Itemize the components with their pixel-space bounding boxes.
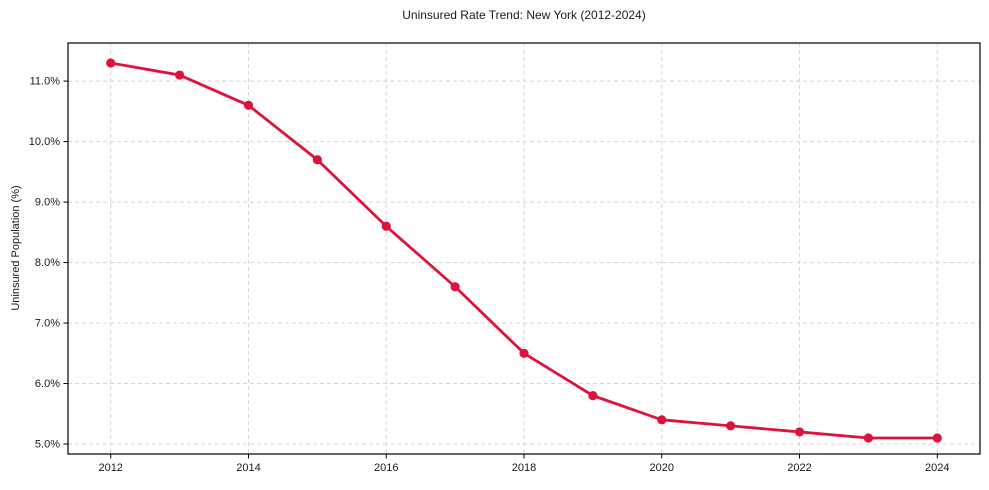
data-point-2012 — [106, 58, 116, 68]
data-point-2021 — [726, 421, 736, 431]
axis-ticks — [63, 80, 938, 459]
y-axis-label: Uninsured Population (%) — [10, 185, 22, 311]
data-series — [106, 58, 942, 443]
x-tick-label: 2020 — [650, 462, 674, 474]
y-tick-label: 5.0% — [35, 439, 60, 451]
y-tick-label: 9.0% — [35, 197, 60, 209]
data-point-2020 — [657, 415, 667, 425]
y-tick-label: 10.0% — [29, 136, 60, 148]
y-tick-label: 11.0% — [30, 76, 61, 88]
x-tick-label: 2016 — [374, 462, 398, 474]
y-tick-label: 7.0% — [35, 318, 60, 330]
data-point-2013 — [174, 70, 185, 80]
grid-lines — [68, 43, 980, 454]
axis-tick-labels: 5.0% 6.0% 7.0% 8.0% 9.0% 10.0% 11.0% 2012 2014 20… — [29, 76, 950, 474]
x-tick-label: 2018 — [512, 462, 536, 474]
data-point-2016 — [381, 221, 391, 231]
y-tick-label: 8.0% — [35, 257, 60, 269]
x-tick-label: 2014 — [236, 462, 260, 474]
data-point-2023 — [863, 433, 874, 443]
x-tick-label: 2012 — [98, 462, 122, 474]
chart-title: Uninsured Rate Trend: New York (2012-202… — [402, 8, 646, 22]
data-point-2024 — [932, 433, 942, 443]
data-point-2018 — [519, 348, 529, 358]
data-point-2015 — [312, 155, 322, 165]
data-point-2019 — [588, 391, 598, 401]
y-tick-label: 6.0% — [35, 378, 60, 390]
x-tick-label: 2022 — [787, 462, 811, 474]
x-tick-label: 2024 — [925, 462, 949, 474]
data-point-2014 — [243, 100, 254, 110]
data-point-2022 — [794, 427, 805, 437]
data-point-2017 — [450, 282, 460, 292]
